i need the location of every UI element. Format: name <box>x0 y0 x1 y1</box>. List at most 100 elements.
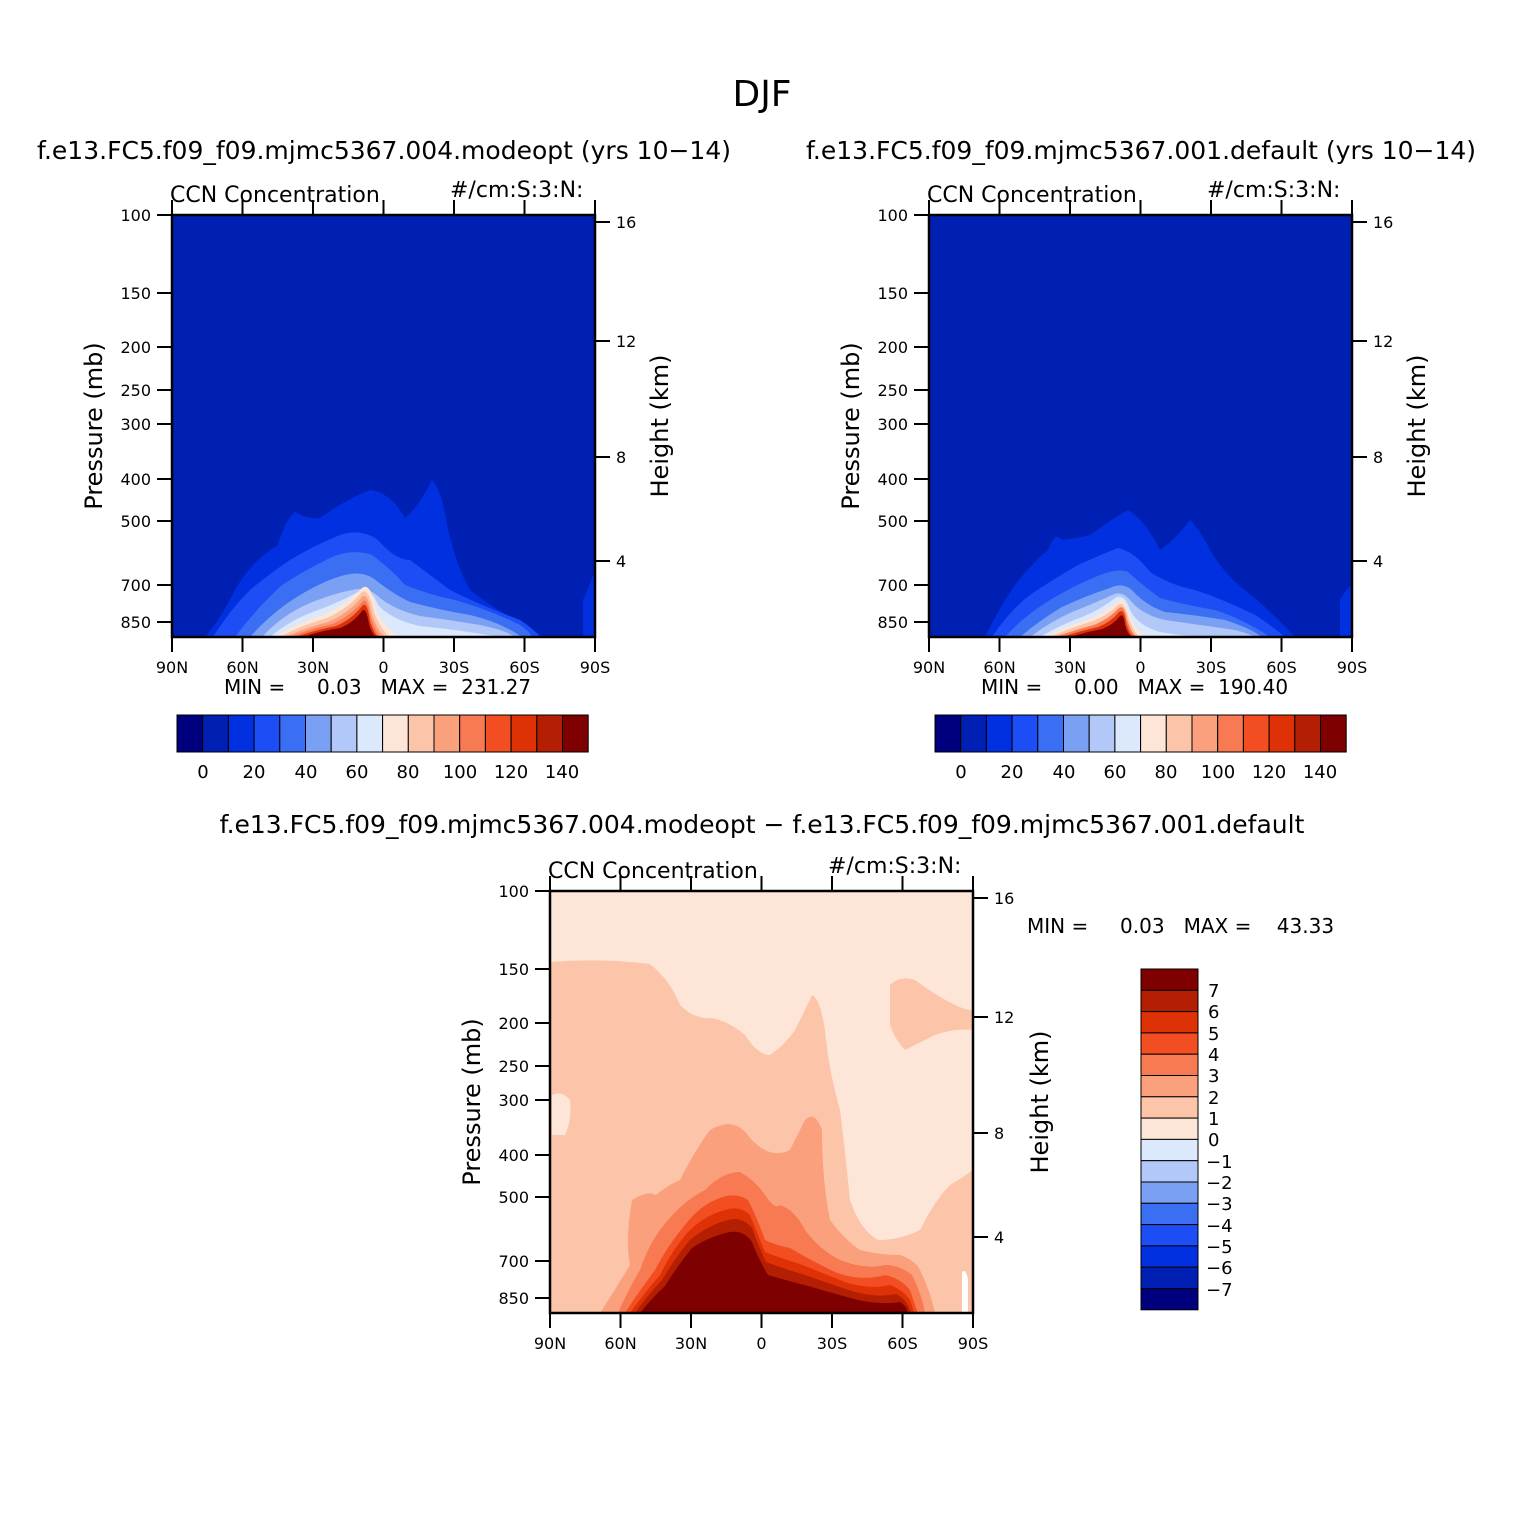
colorbar-box <box>1191 714 1219 753</box>
x-tick-labels: 90N 60N 30N 0 30S 60S 90S <box>913 658 1367 677</box>
colorbar-box <box>1217 714 1244 753</box>
subtitle-left: CCN Concentration <box>927 183 1137 208</box>
panel-title: f.e13.FC5.f09_f09.mjmc5367.001.default (… <box>806 136 1476 165</box>
x-tick-label: 60S <box>1266 658 1297 677</box>
y-tick-marks <box>157 214 610 623</box>
colorbar-box <box>1140 1202 1199 1226</box>
y-right-axis-label: Height (km) <box>1403 355 1431 498</box>
panel-title: f.e13.FC5.f09_f09.mjmc5367.004.modeopt (… <box>37 136 731 165</box>
colorbar-box <box>484 714 512 753</box>
y-tick-label: 250 <box>498 1057 529 1076</box>
height-tick-label: 16 <box>1373 213 1393 232</box>
colorbar-box <box>1140 1288 1199 1311</box>
colorbar-box <box>1268 714 1296 753</box>
subtitle-right: #/cm:S:3:N: <box>828 854 961 879</box>
contour-level-140 <box>1070 615 1132 637</box>
contour-level-gt7 <box>640 1231 908 1313</box>
y-tick-label: 700 <box>877 576 908 595</box>
colorbar-label: 20 <box>1001 762 1024 783</box>
figure-title: DJF <box>732 74 791 115</box>
colorbar-label: 100 <box>443 762 477 783</box>
colorbar-label: 20 <box>243 762 266 783</box>
y-right-tick-labels: 16 12 8 4 <box>616 213 636 571</box>
y-tick-labels: 100 150 200 250 300 400 500 700 850 <box>877 206 908 632</box>
colorbar-label: 5 <box>1208 1024 1219 1045</box>
colorbar-label: −4 <box>1206 1216 1233 1237</box>
min-max-text: MIN = 0.00 MAX = 190.40 <box>981 675 1288 699</box>
colorbar <box>176 714 589 753</box>
colorbar-box <box>1140 714 1167 753</box>
colorbar-label: 3 <box>1208 1066 1219 1087</box>
colorbar-box <box>459 714 486 753</box>
y-tick-label: 200 <box>877 338 908 357</box>
colorbar-label: 0 <box>197 762 208 783</box>
subtitle-left: CCN Concentration <box>170 183 380 208</box>
y-tick-label: 500 <box>120 512 151 531</box>
contour-level-1-2 <box>890 978 973 1050</box>
colorbar-labels: 7 6 5 4 3 2 1 0 −1 −2 −3 −4 −5 −6 −7 <box>1206 981 1233 1301</box>
colorbar-box <box>1140 1096 1199 1119</box>
y-axis-label: Pressure (mb) <box>80 342 108 509</box>
colorbar-box <box>433 714 461 753</box>
x-tick-marks <box>549 876 974 1328</box>
panel-modeopt: f.e13.FC5.f09_f09.mjmc5367.004.modeopt (… <box>37 136 731 783</box>
colorbar-box <box>510 714 538 753</box>
colorbar-label: 40 <box>1053 762 1076 783</box>
colorbar-label: 2 <box>1208 1088 1219 1109</box>
y-tick-label: 300 <box>120 415 151 434</box>
colorbar-box <box>985 714 1013 753</box>
colorbar-box <box>1140 968 1199 991</box>
y-tick-labels: 100 150 200 250 300 400 500 700 850 <box>498 882 529 1308</box>
colorbar-label: 4 <box>1208 1045 1219 1066</box>
colorbar-box <box>1165 714 1193 753</box>
subtitle-left: CCN Concentration <box>548 859 758 884</box>
colorbar-box <box>1242 714 1270 753</box>
colorbar-box <box>562 714 589 753</box>
height-tick-label: 12 <box>1373 332 1393 351</box>
height-tick-label: 4 <box>1373 552 1383 571</box>
colorbar <box>934 714 1347 753</box>
colorbar-box <box>176 714 204 753</box>
colorbar-box <box>1063 714 1090 753</box>
colorbar-label: −1 <box>1206 1152 1233 1173</box>
colorbar-box <box>407 714 435 753</box>
y-right-tick-labels: 16 12 8 4 <box>1373 213 1393 571</box>
colorbar-box <box>1140 1224 1199 1247</box>
x-tick-labels: 90N 60N 30N 0 30S 60S 90S <box>534 1334 988 1353</box>
x-tick-label: 0 <box>756 1334 766 1353</box>
height-tick-label: 8 <box>1373 448 1383 467</box>
colorbar-box <box>279 714 306 753</box>
colorbar-box <box>1140 1011 1199 1034</box>
x-tick-label: 0 <box>1135 658 1145 677</box>
colorbar-labels: 0 20 40 60 80 100 120 140 <box>197 762 579 783</box>
y-tick-label: 250 <box>877 381 908 400</box>
x-tick-label: 60S <box>887 1334 918 1353</box>
subtitle-right: #/cm:S:3:N: <box>450 178 583 203</box>
colorbar-label: 0 <box>1208 1130 1219 1151</box>
y-tick-label: 100 <box>877 206 908 225</box>
y-right-axis-label: Height (km) <box>646 355 674 498</box>
colorbar-box <box>1140 989 1199 1013</box>
colorbar-label: 120 <box>1252 762 1286 783</box>
x-tick-label: 30N <box>675 1334 707 1353</box>
x-tick-label: 90N <box>534 1334 566 1353</box>
y-tick-label: 400 <box>120 470 151 489</box>
colorbar-label: 60 <box>346 762 369 783</box>
contour-field <box>929 215 1352 637</box>
panel-difference: f.e13.FC5.f09_f09.mjmc5367.004.modeopt −… <box>220 810 1334 1353</box>
colorbar-label: 6 <box>1208 1002 1219 1023</box>
x-tick-marks <box>928 200 1353 652</box>
colorbar-label: 0 <box>955 762 966 783</box>
x-tick-label: 60N <box>983 658 1015 677</box>
y-tick-labels: 100 150 200 250 300 400 500 700 850 <box>120 206 151 632</box>
colorbar-box <box>1140 1266 1199 1289</box>
height-tick-label: 12 <box>994 1008 1014 1027</box>
subtitle-right: #/cm:S:3:N: <box>1207 178 1340 203</box>
x-tick-label: 90S <box>580 658 611 677</box>
x-tick-label: 90S <box>958 1334 989 1353</box>
colorbar-box <box>305 714 332 753</box>
colorbar-label: 40 <box>295 762 318 783</box>
colorbar-box <box>356 714 384 753</box>
colorbar-box <box>382 714 409 753</box>
y-right-tick-labels: 16 12 8 4 <box>994 889 1014 1247</box>
